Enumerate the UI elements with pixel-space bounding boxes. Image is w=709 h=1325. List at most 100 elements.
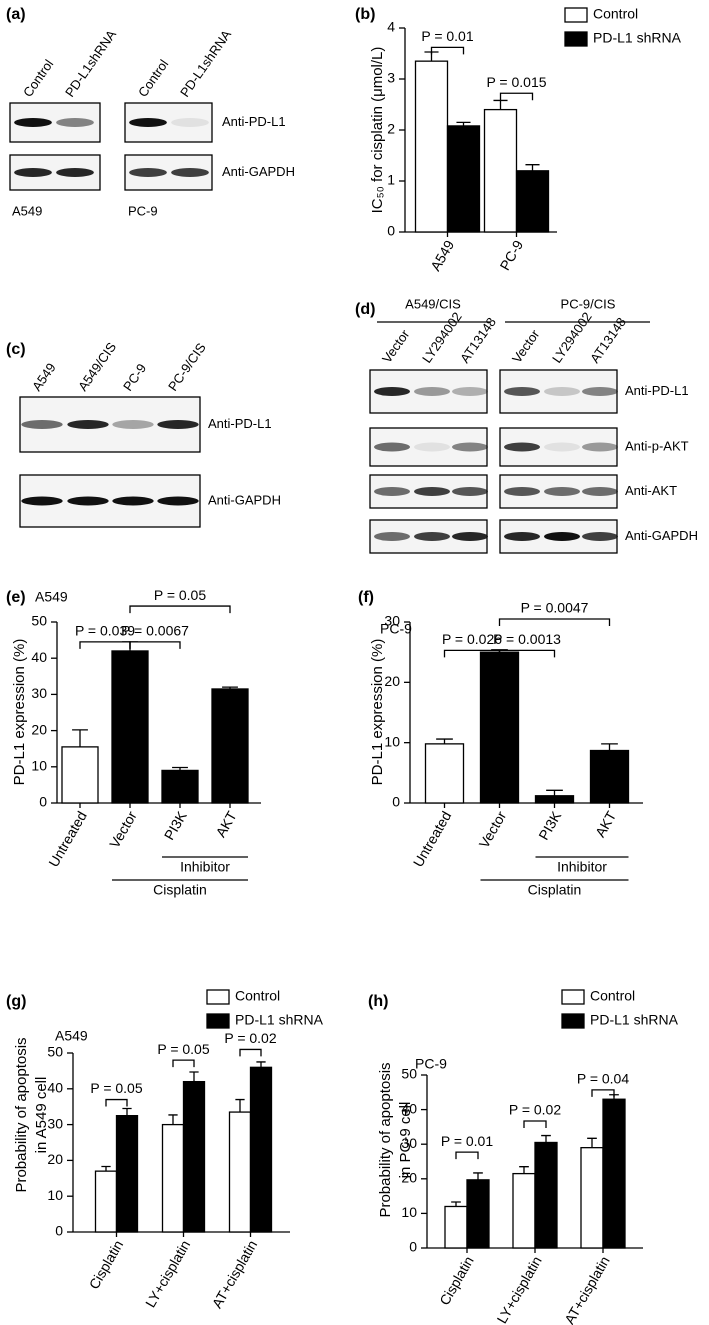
error-bar [451, 1201, 461, 1207]
bar [94, 1170, 118, 1233]
band [56, 168, 94, 177]
x-tick-label: AT+cisplatin [561, 1253, 613, 1325]
panel-label: (a) [6, 6, 26, 23]
y-axis-label: PD-L1 expression (%) [369, 639, 386, 786]
bar [483, 108, 518, 233]
legend-label: PD-L1 shRNA [235, 1012, 324, 1028]
bracket [129, 605, 231, 614]
error-bar [456, 121, 471, 126]
bracket [499, 92, 534, 101]
x-tick-label: PC-9 [496, 237, 526, 273]
bracket [239, 1048, 262, 1057]
legend-label: PD-L1 shRNA [590, 1012, 679, 1028]
bar [61, 746, 99, 804]
band [452, 487, 488, 496]
lane-label: A549/CIS [75, 339, 119, 393]
x-tick-label: Cisplatin [436, 1253, 477, 1308]
group-label: Inhibitor [180, 859, 230, 875]
y-tick-label: 1 [387, 172, 395, 188]
error-bar [222, 686, 238, 689]
panel-label: (c) [6, 341, 26, 358]
lane-label: PC-9/CIS [165, 340, 209, 394]
lane-label: PD-L1shRNA [62, 27, 119, 100]
band [452, 387, 488, 396]
row-label: Anti-GAPDH [208, 492, 281, 507]
band [129, 168, 167, 177]
y-tick-label: 30 [47, 1115, 63, 1131]
p-value: P = 0.0047 [521, 600, 589, 616]
x-tick-label: AKT [212, 808, 240, 840]
band [504, 387, 540, 396]
group-label: A549/CIS [405, 296, 461, 311]
error-bar [493, 99, 508, 110]
row-label: Anti-AKT [625, 483, 677, 498]
bracket [105, 1098, 128, 1107]
y-tick-label: 0 [55, 1223, 63, 1239]
y-tick-label: 4 [387, 19, 395, 35]
y-tick-label: 20 [384, 673, 400, 689]
band [112, 420, 154, 429]
legend-swatch [206, 989, 230, 1005]
bracket [498, 649, 556, 658]
error-bar [101, 1165, 111, 1172]
bar [414, 60, 449, 233]
y-tick-label: 20 [31, 721, 47, 737]
error-bar [541, 1134, 551, 1143]
y-axis-label: in A549 cell [33, 1077, 50, 1154]
band [414, 387, 450, 396]
panel-label: (b) [355, 6, 375, 23]
bar [161, 769, 199, 804]
error-bar [436, 738, 453, 744]
error-bar [587, 1137, 597, 1148]
band [414, 442, 450, 452]
bar [444, 1205, 468, 1249]
y-tick-label: 40 [31, 649, 47, 665]
group-label: Inhibitor [557, 859, 607, 875]
subtitle: PC-9 [380, 621, 412, 637]
band [452, 442, 488, 452]
bar [161, 1123, 185, 1233]
p-value: P = 0.04 [577, 1071, 630, 1087]
bar [446, 125, 481, 233]
group-label: PC-9/CIS [561, 296, 616, 311]
x-tick-label: Vector [106, 808, 140, 851]
bracket [129, 641, 181, 649]
subtitle: A549 [35, 589, 68, 605]
bracket [455, 1151, 479, 1160]
band [504, 442, 540, 452]
row-label: Anti-PD-L1 [625, 383, 689, 398]
group-label: A549 [12, 203, 42, 218]
band [171, 118, 209, 127]
band [374, 387, 410, 396]
panel-label: (g) [6, 993, 26, 1010]
bar [602, 1098, 626, 1249]
x-tick-label: Untreated [45, 808, 90, 869]
y-axis-label: Probability of apoptosis [13, 1037, 30, 1192]
error-bar [473, 1172, 483, 1180]
p-value: P = 0.05 [157, 1041, 210, 1057]
x-tick-label: AT+cisplatin [209, 1237, 261, 1310]
y-tick-label: 40 [401, 1100, 417, 1116]
band [67, 496, 109, 506]
error-bar [601, 743, 618, 751]
legend-swatch [564, 31, 588, 47]
y-tick-label: 0 [39, 794, 47, 810]
lane-label: Vector [379, 326, 413, 365]
p-value: P = 0.0067 [121, 623, 189, 639]
band [157, 496, 199, 506]
legend-label: Control [593, 6, 638, 22]
band [504, 487, 540, 496]
error-bar [189, 1071, 199, 1082]
band [452, 532, 488, 541]
group-label: Cisplatin [153, 882, 207, 898]
band [504, 532, 540, 541]
group-label: PC-9 [128, 203, 158, 218]
band [374, 532, 410, 541]
band [374, 487, 410, 496]
x-tick-label: Cisplatin [86, 1237, 127, 1292]
error-bar [546, 789, 563, 796]
bar [580, 1147, 604, 1249]
y-axis-label: PD-L1 expression (%) [11, 639, 28, 786]
p-value: P = 0.01 [441, 1133, 494, 1149]
band [414, 487, 450, 496]
